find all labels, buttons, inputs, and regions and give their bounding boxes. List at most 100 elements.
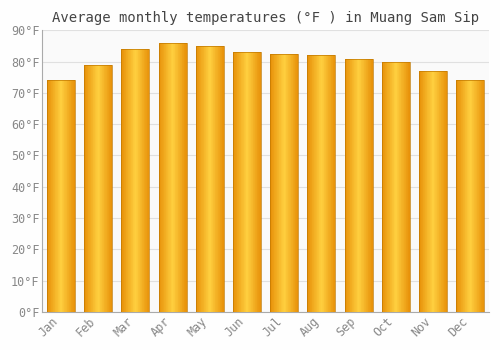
Bar: [292, 54, 294, 312]
Bar: [441, 71, 442, 312]
Bar: [66, 80, 68, 312]
Bar: [434, 71, 435, 312]
Bar: [101, 65, 102, 312]
Bar: [47, 80, 48, 312]
Bar: [65, 80, 66, 312]
Bar: [177, 43, 178, 312]
Bar: [146, 49, 148, 312]
Bar: [178, 43, 179, 312]
Bar: [180, 43, 181, 312]
Bar: [206, 46, 207, 312]
Bar: [236, 52, 238, 312]
Bar: [136, 49, 137, 312]
Bar: [130, 49, 131, 312]
Bar: [148, 49, 150, 312]
Bar: [478, 80, 480, 312]
Bar: [214, 46, 216, 312]
Bar: [471, 80, 472, 312]
Bar: [164, 43, 165, 312]
Bar: [429, 71, 430, 312]
Bar: [70, 80, 71, 312]
Bar: [406, 62, 407, 312]
Bar: [196, 46, 198, 312]
Bar: [54, 80, 56, 312]
Bar: [163, 43, 164, 312]
Bar: [313, 55, 314, 312]
Bar: [72, 80, 73, 312]
Bar: [464, 80, 466, 312]
Bar: [388, 62, 389, 312]
Bar: [323, 55, 324, 312]
Bar: [86, 65, 87, 312]
Bar: [432, 71, 433, 312]
Bar: [392, 62, 393, 312]
Bar: [144, 49, 145, 312]
Bar: [247, 52, 248, 312]
Bar: [422, 71, 424, 312]
Bar: [222, 46, 223, 312]
Bar: [445, 71, 446, 312]
Bar: [396, 62, 398, 312]
Bar: [408, 62, 409, 312]
Bar: [131, 49, 132, 312]
Bar: [312, 55, 313, 312]
Bar: [366, 58, 367, 312]
Bar: [68, 80, 70, 312]
Bar: [122, 49, 150, 312]
Bar: [235, 52, 236, 312]
Bar: [334, 55, 336, 312]
Bar: [344, 58, 346, 312]
Bar: [127, 49, 128, 312]
Bar: [181, 43, 182, 312]
Bar: [129, 49, 130, 312]
Bar: [158, 43, 160, 312]
Bar: [367, 58, 368, 312]
Bar: [128, 49, 129, 312]
Bar: [308, 55, 336, 312]
Bar: [62, 80, 63, 312]
Bar: [184, 43, 185, 312]
Bar: [282, 54, 283, 312]
Bar: [257, 52, 258, 312]
Bar: [254, 52, 256, 312]
Bar: [48, 80, 49, 312]
Bar: [242, 52, 243, 312]
Bar: [369, 58, 370, 312]
Bar: [394, 62, 395, 312]
Bar: [466, 80, 467, 312]
Bar: [384, 62, 386, 312]
Bar: [217, 46, 218, 312]
Bar: [205, 46, 206, 312]
Bar: [125, 49, 126, 312]
Bar: [382, 62, 384, 312]
Bar: [221, 46, 222, 312]
Bar: [443, 71, 444, 312]
Bar: [426, 71, 427, 312]
Bar: [160, 43, 161, 312]
Bar: [409, 62, 410, 312]
Bar: [105, 65, 106, 312]
Title: Average monthly temperatures (°F ) in Muang Sam Sip: Average monthly temperatures (°F ) in Mu…: [52, 11, 479, 25]
Bar: [460, 80, 461, 312]
Bar: [382, 62, 410, 312]
Bar: [350, 58, 351, 312]
Bar: [223, 46, 224, 312]
Bar: [241, 52, 242, 312]
Bar: [103, 65, 104, 312]
Bar: [473, 80, 474, 312]
Bar: [126, 49, 127, 312]
Bar: [74, 80, 75, 312]
Bar: [420, 71, 421, 312]
Bar: [84, 65, 85, 312]
Bar: [275, 54, 276, 312]
Bar: [132, 49, 134, 312]
Bar: [96, 65, 97, 312]
Bar: [403, 62, 404, 312]
Bar: [162, 43, 163, 312]
Bar: [444, 71, 445, 312]
Bar: [428, 71, 429, 312]
Bar: [87, 65, 88, 312]
Bar: [310, 55, 311, 312]
Bar: [419, 71, 420, 312]
Bar: [351, 58, 352, 312]
